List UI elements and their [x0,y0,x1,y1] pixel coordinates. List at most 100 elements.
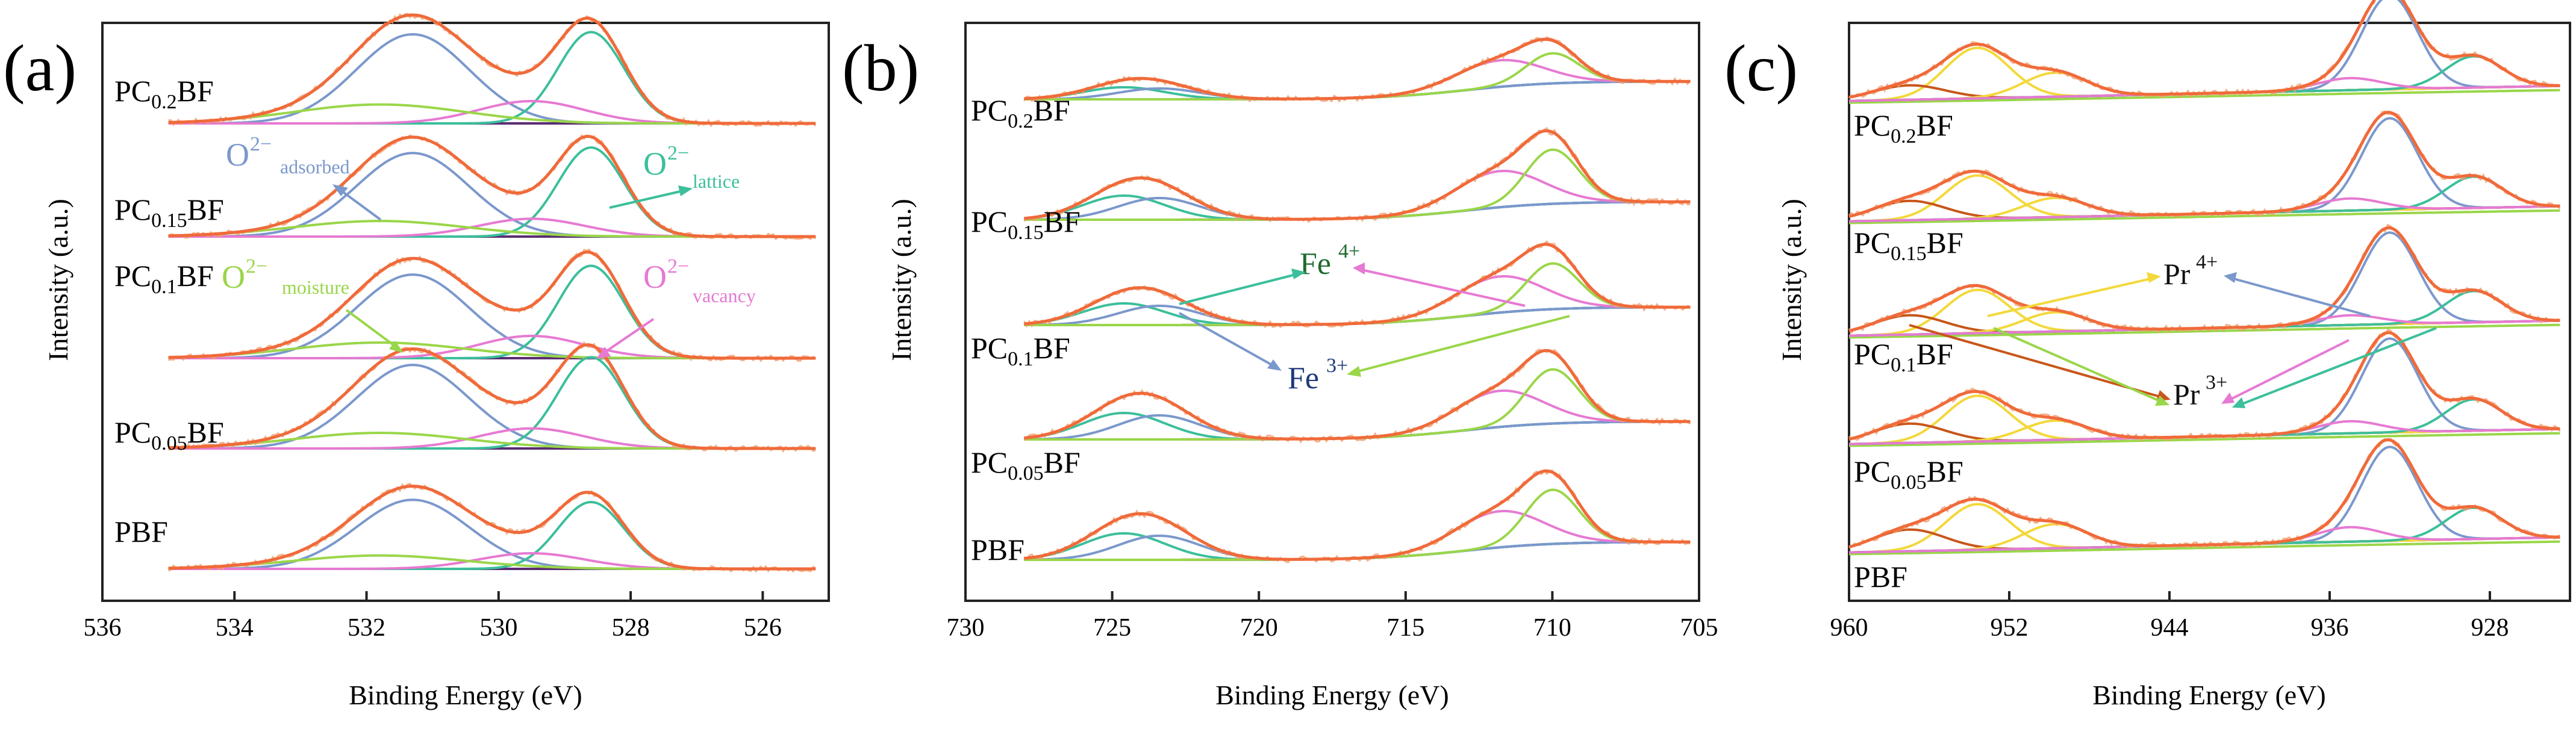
annotation-arrow [336,187,382,221]
panel-a-ylabel: Intensity (a.u.) [43,199,73,361]
sample-sub: 0.2 [1008,110,1034,132]
panel-c-axis: 960 952 944 936 928 [1830,591,2509,642]
panel-b-frame [964,22,1700,602]
annotation-main: Pr [2173,377,2200,411]
sample-sub: 0.2 [151,91,177,113]
panel-c-sample-label: PBF [1854,560,1907,594]
panel-a-sample-label: PC0.2BF [114,74,214,113]
panel-c-annotation-pr4: Pr 4+ [1987,251,2371,317]
panel-a-annotation-lattice: O 2− lattice [609,142,740,209]
panel-a-axis: 536 534 532 530 528 526 [84,591,782,642]
component-peak [168,356,816,450]
panel-b-sample-label: PC0.2BF [971,93,1070,132]
fitted-envelope [1024,469,1691,561]
fitted-envelope [168,485,816,571]
panel-a-sample-label: PC0.05BF [114,415,224,454]
annotation-arrowhead [2155,396,2169,406]
annotation-main: O [226,137,249,173]
fitted-envelope [1848,226,2560,333]
annotation-arrowhead [2221,392,2235,404]
panel-a-annotation-moisture: O 2− moisture [222,255,404,353]
x-tick-label: 928 [2471,614,2509,642]
fitted-envelope [1848,330,2560,441]
sample-sub: 0.1 [151,276,177,298]
annotation-arrowhead [2147,272,2161,283]
background-line [1849,432,2560,447]
raw-spectrum [1023,126,1691,223]
panel-b-sample-label: PBF [971,533,1024,566]
x-tick-label: 532 [348,614,385,642]
annotation-arrow [1909,324,2163,399]
annotation-arrow [609,189,686,209]
background-line [1849,88,2560,104]
x-tick-label: 715 [1386,614,1424,642]
annotation-arrow [2240,327,2437,406]
annotation-arrow [2231,277,2371,317]
annotation-sub: vacancy [693,285,756,306]
fitted-envelope [1848,438,2560,549]
annotation-arrowhead [596,347,611,359]
annotation-main: O [222,259,245,295]
annotation-main: Pr [2163,257,2191,291]
annotation-arrowhead [1353,262,1365,275]
sample-sub: 0.05 [1008,462,1044,485]
annotation-sup: 3+ [1326,355,1348,377]
annotation-sup: 2− [250,133,272,155]
annotation-arrow [1355,315,1570,373]
annotation-arrow [1179,273,1299,305]
panel-c-ylabel: Intensity (a.u.) [1776,199,1807,361]
panel-b-sample-label: PC0.1BF [971,331,1070,370]
component-peak [168,264,816,359]
panel-b-axis: 730 725 720 715 710 705 [947,591,1718,642]
annotation-arrow [601,318,655,355]
panel-c-xlabel: Binding Energy (eV) [2092,680,2326,710]
annotation-arrowhead [389,341,404,353]
panel-a: (a) Intensity (a.u.) 536 534 532 530 528 526 … [3,13,830,710]
annotation-sup: 4+ [1338,240,1360,262]
annotation-arrowhead [1347,366,1361,377]
x-tick-label: 536 [84,614,122,642]
fitted-envelope [1024,37,1691,101]
panel-b-sample-label: PC0.05BF [971,445,1081,485]
panel-a-curves [167,13,817,573]
annotation-arrowhead [2232,397,2245,408]
annotation-sup: 2− [667,255,689,278]
panel-b-xlabel: Binding Energy (eV) [1215,680,1449,710]
panel-c-sample-label: PC0.05BF [1854,454,1963,494]
x-tick-label: 944 [2151,614,2189,642]
annotation-arrowhead [1267,359,1282,371]
annotation-arrow [1179,312,1274,367]
annotation-main: Fe [1288,361,1319,396]
raw-spectrum [168,482,816,573]
fitted-envelope [1024,129,1691,221]
panel-c: (c) Intensity (a.u.) 960 952 944 936 928 Bin… [1724,0,2571,710]
background-line [1849,540,2560,556]
panel-a-sample-label: PBF [114,515,168,548]
fitted-envelope [168,13,816,125]
raw-spectrum [1848,0,2561,99]
panel-a-frame [101,22,830,602]
annotation-arrowhead [678,185,693,196]
x-tick-label: 730 [947,614,985,642]
panel-c-label: (c) [1724,31,1798,105]
x-tick-label: 720 [1240,614,1278,642]
panel-a-sample-label: PC0.15BF [114,193,224,232]
x-tick-label: 725 [1093,614,1131,642]
annotation-main: Fe [1300,247,1331,281]
x-tick-label: 526 [744,614,782,642]
panel-b-label: (b) [842,31,919,105]
fitted-envelope [168,250,816,360]
raw-spectrum [168,13,817,128]
panel-b: (b) Intensity (a.u.) 730 725 720 715 710 705 … [842,22,1718,710]
x-tick-label: 936 [2311,614,2349,642]
annotation-sub: lattice [693,170,740,192]
panel-a-annotation-vacancy: O 2− vacancy [596,255,756,359]
x-tick-label: 960 [1830,614,1868,642]
component-peak [168,31,816,125]
x-tick-label: 705 [1680,614,1718,642]
annotation-sup: 2− [667,142,689,164]
annotation-arrowhead [1291,268,1306,279]
annotation-arrow [1361,268,1526,307]
panel-b-curves [1023,36,1691,563]
